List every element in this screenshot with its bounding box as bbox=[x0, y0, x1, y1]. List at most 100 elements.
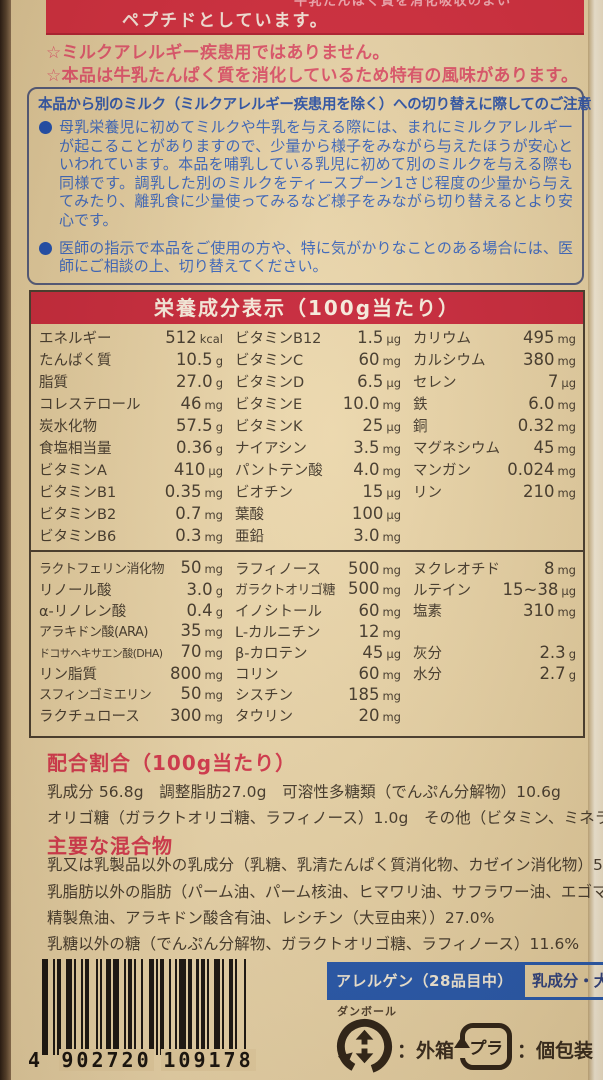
nutrient-value bbox=[573, 503, 576, 522]
nutrient-label: ビタミンE bbox=[235, 397, 303, 413]
nutrient-value: 4.0 mg bbox=[353, 460, 401, 479]
nutrient-value bbox=[573, 525, 576, 544]
nutrient-label: スフィンゴミエリン bbox=[39, 688, 152, 703]
major-line-4: 乳糖以外の糖（でんぷん分解物、ガラクトオリゴ糖、ラフィノース）11.6% bbox=[47, 935, 580, 953]
nutrient-value: 185 mg bbox=[347, 685, 401, 704]
outer-box-label: ：外箱 bbox=[397, 1040, 455, 1062]
nutrition-row: 脂質 27.0 g bbox=[39, 371, 223, 393]
nutrition-row: コリン 60 mg bbox=[235, 663, 401, 684]
nutrient-value: 57.5 g bbox=[175, 416, 223, 435]
nutrition-row: ラフィノース 500 mg bbox=[235, 558, 401, 579]
plastic-icon-arrow bbox=[454, 1036, 470, 1048]
nutrient-label: ナイアシン bbox=[235, 441, 307, 457]
nutrition-section-1: エネルギー 512 kcal たんぱく質 10.5 g 脂質 27.0 g コレステロール 46 mg… bbox=[31, 324, 583, 547]
nutrient-value: 0.024 mg bbox=[507, 460, 576, 479]
nutrition-row: ルテイン 15~38 μg bbox=[413, 579, 576, 600]
nutrient-value: 495 mg bbox=[522, 328, 576, 347]
nutrient-value: 8 mg bbox=[543, 559, 576, 578]
nutrition-row: 葉酸 100 μg bbox=[235, 503, 401, 525]
nutrient-value: 210 mg bbox=[522, 482, 576, 501]
nutrient-label: ビタミンA bbox=[39, 463, 107, 479]
nutrient-value: 35 mg bbox=[180, 621, 223, 640]
nutrient-value: 0.4 g bbox=[186, 601, 223, 620]
nutrient-value: 800 mg bbox=[169, 664, 223, 683]
nutrient-label: パントテン酸 bbox=[235, 463, 323, 479]
nutrient-label: エネルギー bbox=[39, 331, 112, 347]
nutrition-facts-table: 栄養成分表示（100g当たり） エネルギー 512 kcal たんぱく質 10.5 g 脂質… bbox=[29, 290, 585, 738]
nutrition-row: 塩素 310 mg bbox=[413, 600, 576, 621]
plastic-icon-text: プラ bbox=[467, 1039, 504, 1059]
nutrition-row: アラキドン酸(ARA) 35 mg bbox=[39, 621, 223, 642]
nutrition-row: リン脂質 800 mg bbox=[39, 663, 223, 684]
nutrition-row: シスチン 185 mg bbox=[235, 684, 401, 705]
bullet-dot-icon bbox=[39, 241, 52, 255]
nutrient-value: 60 mg bbox=[358, 350, 401, 369]
plastic-recycle-icon: プラ bbox=[454, 1023, 512, 1070]
banner-clipped-line: 牛乳たんぱく質を消化吸収のよい bbox=[294, 0, 512, 9]
note-not-for-milk-allergy: ☆ミルクアレルギー疾患用ではありません。 bbox=[46, 43, 390, 63]
nutrient-value: 60 mg bbox=[358, 601, 401, 620]
nutrition-row: セレン 7 μg bbox=[413, 371, 576, 393]
nutrient-label: ビタミンD bbox=[235, 375, 305, 391]
nutrition-section-2: ラクトフェリン消化物 50 mg リノール酸 3.0 g α-リノレン酸 0.4 g アラキドン酸… bbox=[31, 555, 583, 726]
nutrient-label: 灰分 bbox=[413, 646, 442, 662]
nutrient-label: ラクトフェリン消化物 bbox=[39, 562, 165, 577]
nutrient-label: ビタミンB6 bbox=[39, 529, 117, 545]
nutrient-value: 6.5 μg bbox=[357, 372, 401, 391]
nutrient-value: 12 mg bbox=[358, 622, 401, 641]
nutrient-label: ビタミンB2 bbox=[39, 507, 117, 523]
nutrition-row: コレステロール 46 mg bbox=[39, 393, 223, 415]
nutrient-value: 0.32 mg bbox=[517, 416, 576, 435]
nutrient-value bbox=[573, 705, 576, 724]
major-line-3: 精製魚油、アラキドン酸含有油、レシチン（大豆由来））27.0% bbox=[47, 909, 495, 927]
nutrient-value: 2.3 g bbox=[539, 643, 576, 662]
nutrient-value: 0.36 g bbox=[175, 438, 223, 457]
nutrient-label: 炭水化物 bbox=[39, 419, 97, 435]
nutrient-label: ビタミンC bbox=[235, 353, 304, 369]
nutrient-value: 1.5 μg bbox=[357, 328, 401, 347]
table-section-divider bbox=[31, 550, 583, 552]
nutrition-row: イノシトール 60 mg bbox=[235, 600, 401, 621]
nutrition-row: ラクチュロース 300 mg bbox=[39, 705, 223, 726]
nutrient-value: 70 mg bbox=[180, 642, 223, 661]
nutrition-row: 銅 0.32 mg bbox=[413, 415, 576, 437]
nutrient-value: 512 kcal bbox=[165, 328, 223, 347]
nutrition-row: マンガン 0.024 mg bbox=[413, 459, 576, 481]
nutrient-label: ビタミンB12 bbox=[235, 331, 322, 347]
nutrient-label: β-カロテン bbox=[235, 646, 308, 662]
nutrient-label: マグネシウム bbox=[413, 441, 500, 457]
nutrient-value: 0.7 mg bbox=[175, 504, 223, 523]
nutrition-row: ビタミンE 10.0 mg bbox=[235, 393, 401, 415]
nutrient-value: 25 μg bbox=[362, 416, 401, 435]
top-red-banner: 牛乳たんぱく質を消化吸収のよい ペプチドとしています。 bbox=[46, 0, 584, 35]
nutrient-value: 6.0 mg bbox=[528, 394, 576, 413]
nutrition-row: リノール酸 3.0 g bbox=[39, 579, 223, 600]
nutrition-row: エネルギー 512 kcal bbox=[39, 327, 223, 349]
nutrient-label: ルテイン bbox=[413, 583, 471, 599]
barcode-digit-group-1: 4 bbox=[28, 1048, 41, 1072]
nutrient-label: α-リノレン酸 bbox=[39, 604, 127, 620]
note-flavor: ☆本品は牛乳たんぱく質を消化しているため特有の風味があります。 bbox=[46, 66, 579, 86]
nutrient-label: リン脂質 bbox=[39, 667, 97, 683]
nutrition-row: カリウム 495 mg bbox=[413, 327, 576, 349]
notice-bullet-1: 母乳栄養児に初めてミルクや牛乳を与える際には、まれにミルクアレルギーが起こること… bbox=[38, 118, 573, 230]
nutrition-row: タウリン 20 mg bbox=[235, 705, 401, 726]
nutrient-value: 2.7 g bbox=[539, 664, 576, 683]
nutrient-value: 15 μg bbox=[362, 482, 401, 501]
nutrient-value: 15~38 μg bbox=[502, 580, 576, 599]
nutrition-row: たんぱく質 10.5 g bbox=[39, 349, 223, 371]
nutrition-row: ヌクレオチド 8 mg bbox=[413, 558, 576, 579]
package-right-edge bbox=[588, 0, 603, 1080]
nutrient-label: ラクチュロース bbox=[39, 709, 140, 725]
banner-peptide-text: ペプチドとしています。 bbox=[122, 11, 329, 31]
nutrition-row bbox=[413, 503, 576, 525]
blend-line-1: 乳成分 56.8g 調整脂肪27.0g 可溶性多糖類（でんぷん分解物）10.6g bbox=[47, 783, 561, 801]
blend-ratio-heading: 配合割合（100g当たり） bbox=[47, 751, 297, 775]
plastic-icon-gap bbox=[458, 1046, 467, 1058]
cardboard-material-label: ダンボール bbox=[337, 1005, 397, 1018]
switching-notice-box: 本品から別のミルク（ミルクアレルギー疾患用を除く）への切り替えに際してのご注意 … bbox=[27, 87, 592, 285]
nutrient-value bbox=[573, 621, 576, 640]
nutrition-row: リン 210 mg bbox=[413, 481, 576, 503]
allergen-value: 乳成分・大豆 bbox=[521, 962, 603, 1000]
nutrition-row: ビタミンA 410 μg bbox=[39, 459, 223, 481]
